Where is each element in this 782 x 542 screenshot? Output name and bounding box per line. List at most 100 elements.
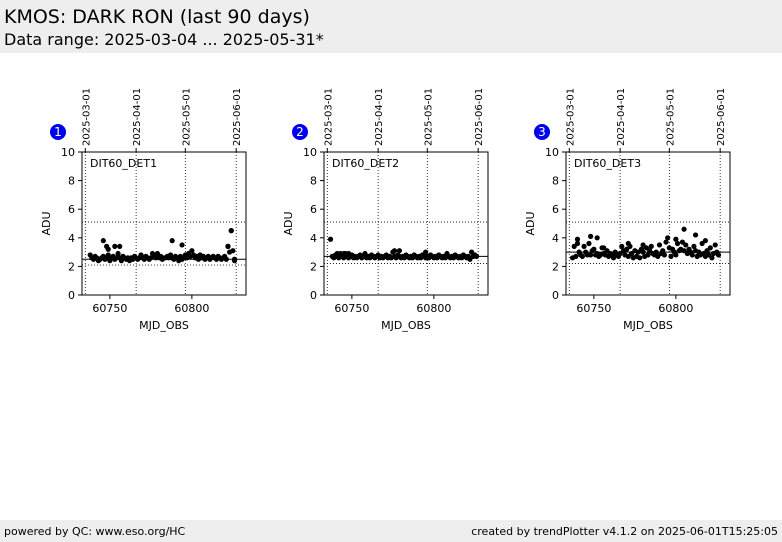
data-point — [660, 248, 666, 254]
plot-frame — [323, 151, 489, 296]
y-tick-label: 6 — [310, 203, 317, 216]
y-axis-label: ADU — [40, 211, 53, 235]
data-point — [588, 233, 594, 239]
y-axis-label: ADU — [524, 211, 537, 235]
x-axis-label: MJD_OBS — [623, 319, 673, 332]
data-point — [709, 255, 715, 261]
date-tick-label: 2025-04-01 — [616, 88, 627, 146]
data-point — [712, 242, 718, 248]
data-point — [689, 252, 695, 258]
data-point — [586, 240, 592, 247]
y-tick-label: 2 — [68, 260, 75, 273]
y-tick-label: 10 — [61, 146, 75, 159]
panel-badge-circle — [50, 124, 66, 140]
y-tick-label: 8 — [310, 175, 317, 188]
x-tick-label: 60800 — [658, 302, 693, 315]
date-tick-label: 2025-05-01 — [181, 88, 192, 146]
data-point — [591, 246, 597, 252]
y-tick-label: 0 — [68, 289, 75, 302]
data-point — [391, 248, 398, 254]
data-point — [594, 235, 600, 241]
data-point — [228, 228, 234, 234]
data-point — [707, 245, 713, 251]
y-tick-label: 6 — [552, 203, 559, 216]
panel-badge-number: 3 — [538, 125, 546, 139]
panel-label: DIT60_DET2 — [332, 157, 399, 170]
panel-label: DIT60_DET3 — [574, 157, 641, 170]
data-point — [668, 253, 674, 259]
plot-frame — [81, 151, 247, 296]
data-point — [619, 243, 625, 249]
date-tick-label: 2025-04-01 — [374, 88, 385, 146]
date-tick-label: 2025-05-01 — [665, 88, 676, 146]
data-point — [574, 240, 581, 247]
date-tick-label: 2025-06-01 — [474, 88, 485, 146]
date-tick-label: 2025-04-01 — [132, 88, 143, 146]
data-point — [673, 236, 679, 242]
data-point — [640, 249, 646, 255]
y-tick-label: 6 — [68, 203, 75, 216]
header-band: KMOS: DARK RON (last 90 days) Data range… — [0, 0, 782, 53]
x-tick-label: 60800 — [174, 302, 209, 315]
data-point — [588, 252, 594, 258]
data-point — [665, 235, 671, 241]
y-tick-label: 4 — [68, 232, 75, 245]
data-point — [223, 256, 229, 262]
x-tick-label: 60750 — [334, 302, 369, 315]
x-axis-label: MJD_OBS — [381, 319, 431, 332]
data-point — [115, 250, 121, 257]
data-point — [579, 253, 586, 259]
y-tick-label: 2 — [552, 260, 559, 273]
y-tick-label: 4 — [310, 232, 317, 245]
panel-badge-circle — [534, 124, 550, 140]
date-tick-label: 2025-05-01 — [423, 88, 434, 146]
data-point — [674, 240, 681, 247]
data-point — [692, 232, 699, 238]
footer-band: powered by QC: www.eso.org/HC created by… — [0, 520, 782, 542]
y-axis-label: ADU — [282, 211, 295, 235]
data-point — [625, 240, 631, 247]
data-point — [640, 242, 646, 248]
data-point — [681, 226, 687, 232]
data-point — [653, 249, 659, 255]
page-title: KMOS: DARK RON (last 90 days) — [4, 6, 310, 28]
panel-badge-number: 2 — [296, 125, 304, 139]
y-tick-label: 8 — [552, 175, 559, 188]
chart-panel-1: 1 2025-03-01 2025-04-01 2025-05-01 2025-06-0… — [40, 88, 247, 332]
chart-panel-3: 3 2025-03-01 2025-04-01 2025-05-01 2025-06-0… — [524, 88, 731, 332]
y-tick-label: 10 — [303, 146, 317, 159]
data-point — [691, 243, 697, 249]
date-tick-label: 2025-03-01 — [565, 88, 576, 146]
data-point — [661, 252, 668, 258]
data-point — [648, 243, 654, 249]
charts-canvas: 1 2025-03-01 2025-04-01 2025-05-01 2025-06-0… — [40, 88, 731, 332]
date-tick-label: 2025-06-01 — [716, 88, 727, 146]
panel-badge-number: 1 — [54, 125, 62, 139]
data-point — [683, 242, 689, 248]
x-tick-label: 60750 — [92, 302, 127, 315]
y-tick-label: 10 — [545, 146, 559, 159]
data-point — [574, 236, 581, 242]
x-axis-label: MJD_OBS — [139, 319, 189, 332]
data-point — [573, 253, 579, 259]
data-point — [346, 250, 352, 257]
data-point — [396, 248, 403, 254]
page-subtitle: Data range: 2025-03-04 ... 2025-05-31* — [4, 30, 324, 49]
data-point — [637, 255, 643, 261]
date-tick-label: 2025-03-01 — [81, 88, 92, 146]
data-point — [673, 252, 679, 258]
data-point — [327, 236, 334, 242]
data-point — [656, 242, 663, 248]
x-tick-label: 60750 — [576, 302, 611, 315]
data-point — [715, 252, 722, 258]
data-point — [189, 248, 195, 254]
data-point — [169, 238, 175, 244]
data-point — [225, 243, 231, 249]
data-point — [230, 248, 236, 254]
y-tick-label: 0 — [552, 289, 559, 302]
date-tick-label: 2025-06-01 — [232, 88, 243, 146]
data-point — [231, 258, 238, 264]
chart-panel-2: 2 2025-03-01 2025-04-01 2025-05-01 2025-06-0… — [282, 88, 489, 332]
data-point — [423, 249, 429, 255]
data-point — [112, 243, 118, 249]
